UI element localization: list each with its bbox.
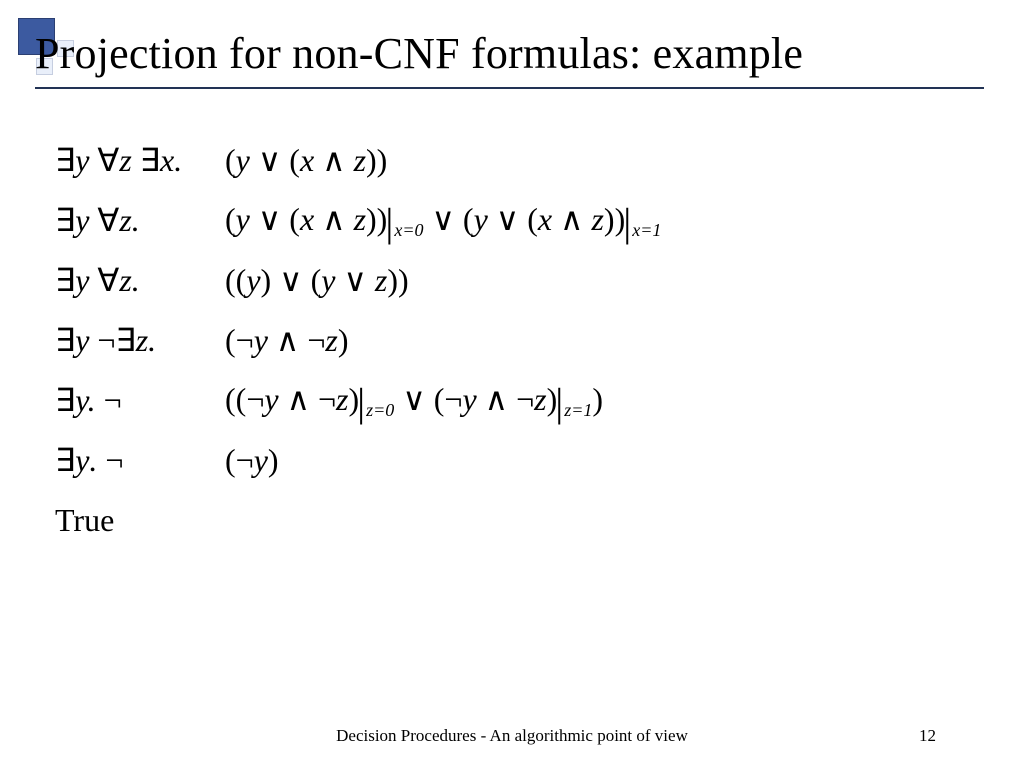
formula-row: ∃y ∀z ∃x.(y ∨ (x ∧ z)) xyxy=(55,130,984,190)
quantifier-prefix: ∃y. ¬ xyxy=(55,381,225,419)
formula-row: ∃y ∀z.(y ∨ (x ∧ z))|x=0 ∨ (y ∨ (x ∧ z))|… xyxy=(55,190,984,250)
final-result: True xyxy=(55,490,984,550)
content-area: ∃y ∀z ∃x.(y ∨ (x ∧ z))∃y ∀z.(y ∨ (x ∧ z)… xyxy=(55,130,984,550)
quantifier-prefix: ∃y. ¬ xyxy=(55,441,225,479)
formula-row: ∃y. ¬((¬y ∧ ¬z)|z=0 ∨ (¬y ∧ ¬z)|z=1) xyxy=(55,370,984,430)
formula-body: (y ∨ (x ∧ z)) xyxy=(225,141,387,179)
title-container: Projection for non-CNF formulas: example xyxy=(35,28,984,89)
formula-row: ∃y ∀z.((y) ∨ (y ∨ z)) xyxy=(55,250,984,310)
formula-body: (¬y) xyxy=(225,442,279,479)
formula-body: (¬y ∧ ¬z) xyxy=(225,321,348,359)
formula-row: ∃y. ¬(¬y) xyxy=(55,430,984,490)
quantifier-prefix: ∃y ∀z. xyxy=(55,201,225,239)
quantifier-prefix: ∃y ∀z. xyxy=(55,261,225,299)
formula-body: (y ∨ (x ∧ z))|x=0 ∨ (y ∨ (x ∧ z))|x=1 xyxy=(225,200,661,241)
formula-body: ((y) ∨ (y ∨ z)) xyxy=(225,261,409,299)
quantifier-prefix: ∃y ¬∃z. xyxy=(55,321,225,359)
slide: Projection for non-CNF formulas: example… xyxy=(0,0,1024,768)
formula-row: ∃y ¬∃z.(¬y ∧ ¬z) xyxy=(55,310,984,370)
page-number: 12 xyxy=(919,726,936,746)
formula-body: ((¬y ∧ ¬z)|z=0 ∨ (¬y ∧ ¬z)|z=1) xyxy=(225,380,603,421)
footer-text: Decision Procedures - An algorithmic poi… xyxy=(0,726,1024,746)
quantifier-prefix: ∃y ∀z ∃x. xyxy=(55,141,225,179)
slide-title: Projection for non-CNF formulas: example xyxy=(35,28,984,79)
